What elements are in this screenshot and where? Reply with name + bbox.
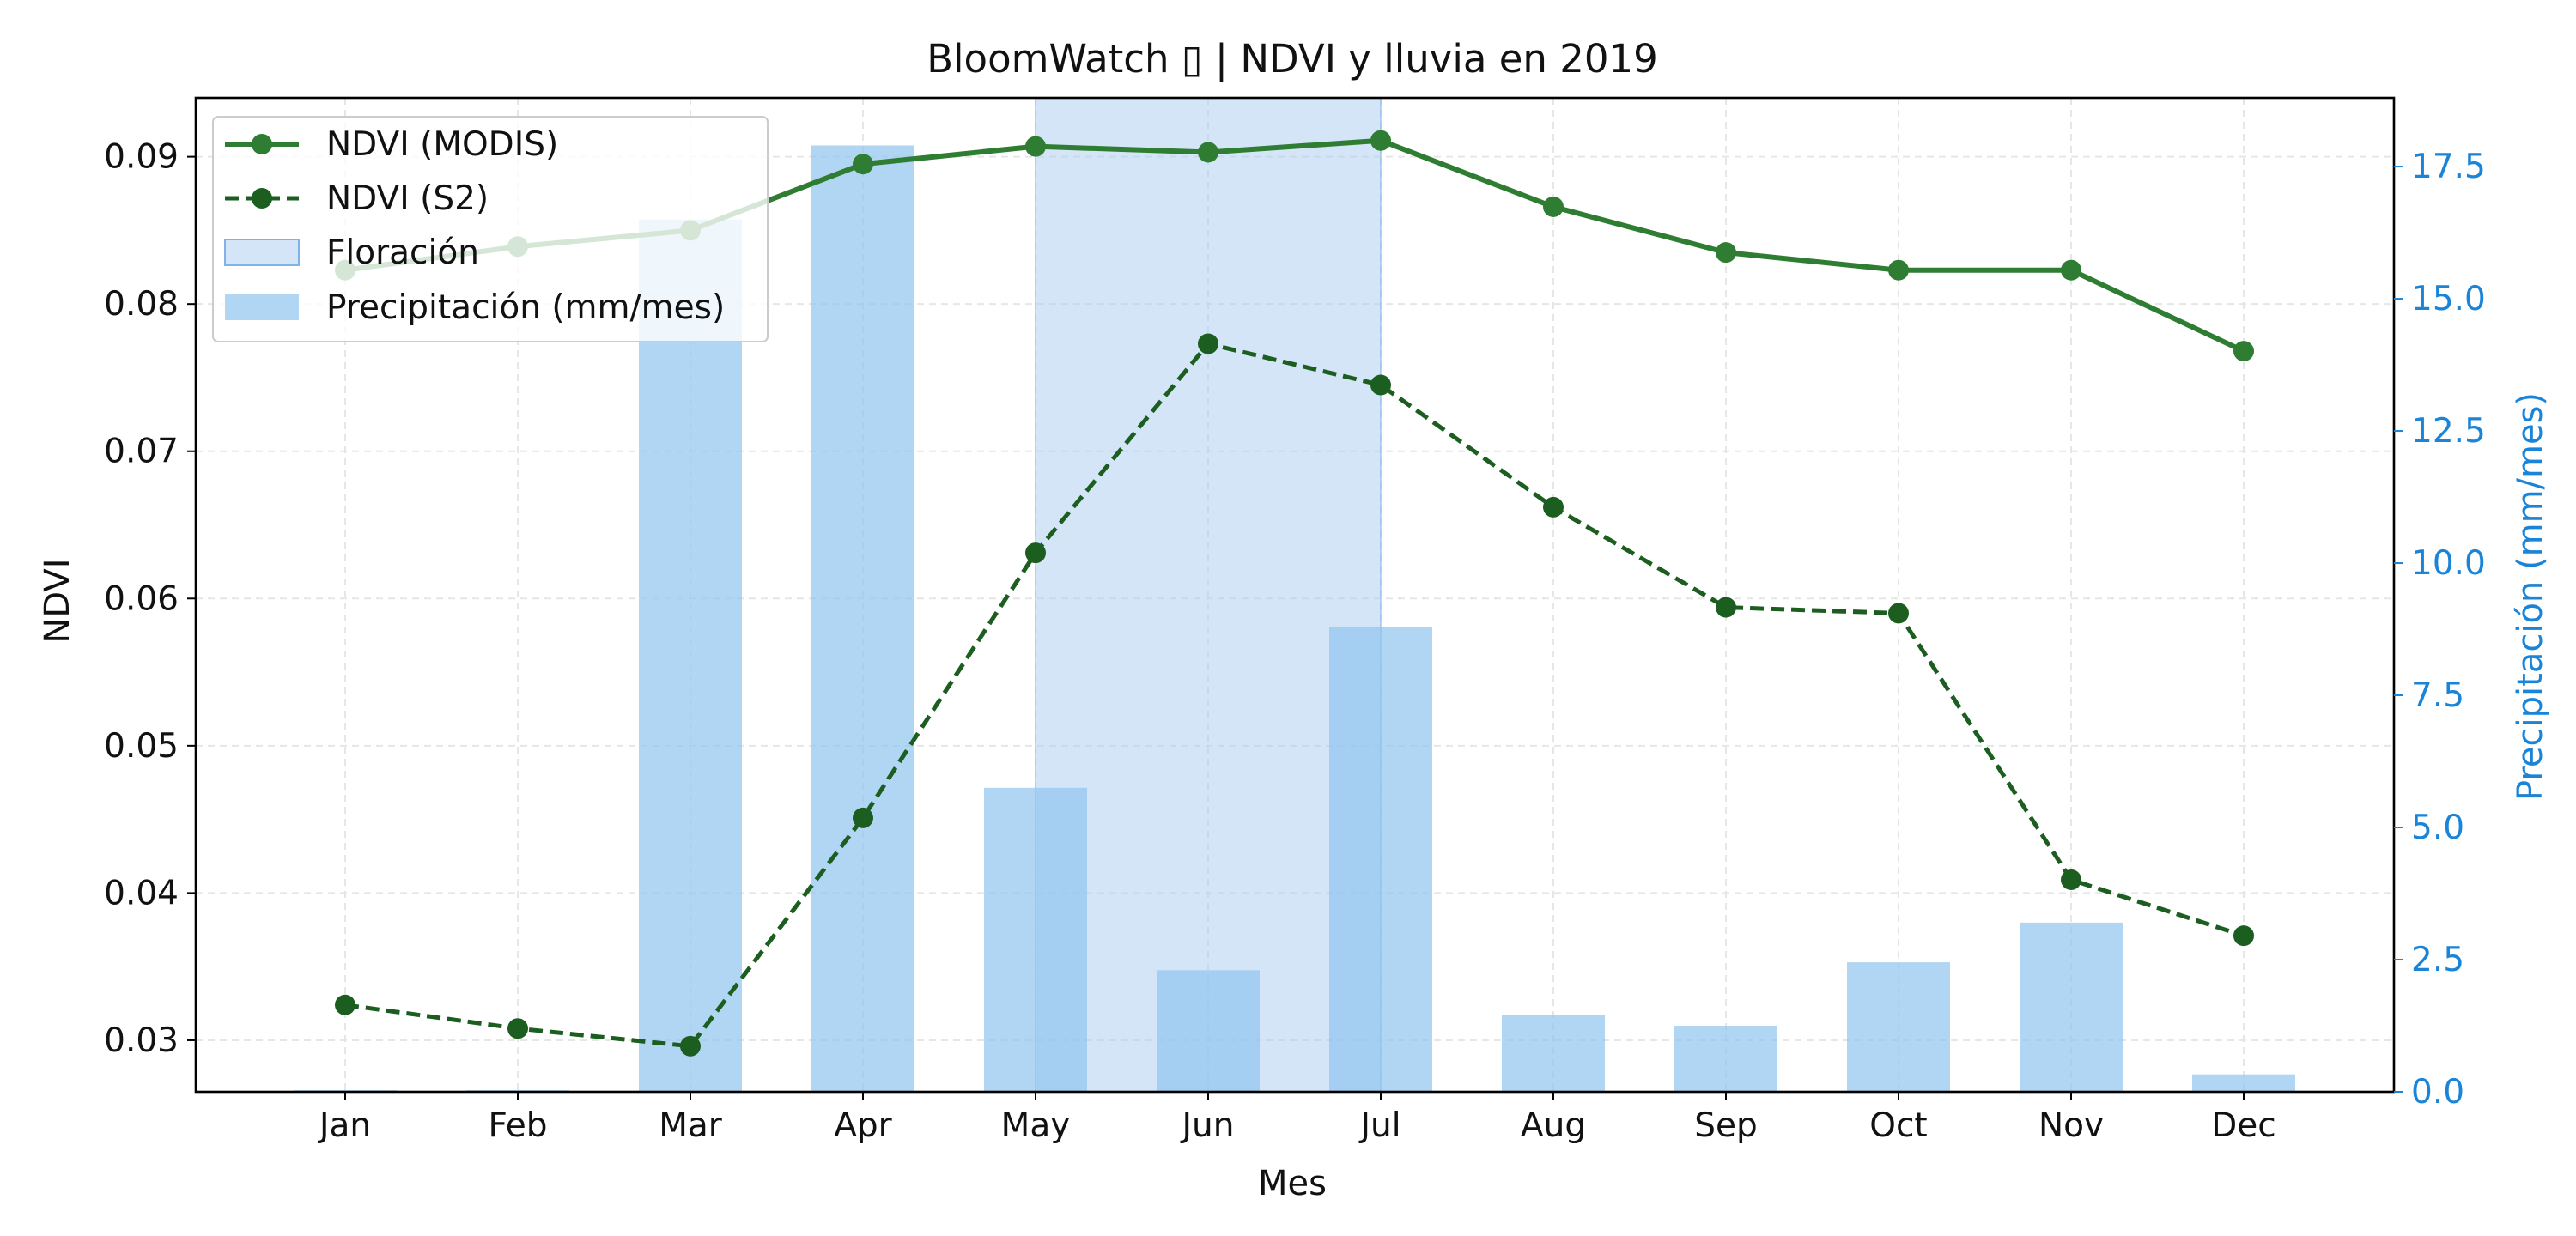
x-tick-label-jul: Jul (1358, 1106, 1400, 1145)
precip-bar-sep (1674, 1026, 1777, 1092)
y-tick-label-right-7-5: 7.5 (2411, 676, 2464, 715)
x-tick-label-apr: Apr (834, 1106, 892, 1145)
ndvi-ndvi-modis-point-oct (1888, 259, 1909, 281)
ndvi-ndvi-modis-point-aug (1543, 196, 1564, 217)
y-tick-label-right-17-5: 17.5 (2411, 148, 2486, 186)
precipitation-bars (294, 145, 2295, 1093)
y-tick-label-right-10-0: 10.0 (2411, 544, 2486, 583)
y-tick-label-right-2-5: 2.5 (2411, 941, 2464, 979)
y-tick-label-left-0-03: 0.03 (104, 1021, 179, 1060)
precip-bar-jul (1329, 626, 1432, 1092)
y-tick-label-right-0-0: 0.0 (2411, 1073, 2464, 1112)
legend: NDVI (MODIS) NDVI (S2) Floración Precipi… (212, 116, 769, 342)
y-tick-label-right-15-0: 15.0 (2411, 280, 2486, 318)
y-tick-label-left-0-07: 0.07 (104, 433, 179, 471)
ndvi-ndvi-s2-point-jan (335, 994, 355, 1015)
ndvi-ndvi-modis-point-jun (1198, 142, 1218, 163)
legend-label-ndvi-modis: NDVI (MODIS) (326, 125, 558, 164)
precip-bar-aug (1502, 1015, 1605, 1092)
y-tick-label-left-0-06: 0.06 (104, 579, 179, 618)
y-tick-label-right-12-5: 12.5 (2411, 412, 2486, 451)
precip-bar-nov (2020, 922, 2123, 1092)
y-axis-label-right: Precipitación (mm/mes) (2511, 392, 2550, 801)
ndvi-ndvi-s2-point-jun (1198, 333, 1218, 354)
legend-label-precipitation: Precipitación (mm/mes) (326, 288, 725, 327)
precip-bar-mar (639, 219, 742, 1092)
ndvi-ndvi-s2-point-mar (680, 1035, 701, 1057)
ndvi-ndvi-s2-point-aug (1543, 496, 1564, 518)
precip-bar-apr (811, 145, 914, 1093)
x-tick-label-aug: Aug (1521, 1106, 1586, 1145)
ndvi-ndvi-s2-point-jul (1370, 374, 1391, 396)
y-tick-label-left-0-09: 0.09 (104, 138, 179, 177)
x-tick-label-nov: Nov (2038, 1106, 2104, 1145)
axis-ticks: Jan Feb Mar Apr May Jun Jul Aug Sep Oct Nov Dec 0.03… (104, 138, 2486, 1145)
x-tick-label-jan: Jan (317, 1106, 371, 1145)
ndvi-ndvi-s2-line (344, 341, 2245, 1049)
legend-marker-ndvi-s2 (252, 188, 272, 209)
ndvi-ndvi-modis-point-apr (853, 154, 873, 175)
ndvi-ndvi-modis-point-dec (2233, 341, 2254, 362)
flowering-span (1035, 97, 1382, 1093)
y-tick-label-left-0-05: 0.05 (104, 727, 179, 766)
y-tick-label-right-5-0: 5.0 (2411, 809, 2464, 847)
legend-swatch-flowering (224, 239, 300, 266)
legend-swatch-precipitation (225, 294, 299, 320)
ndvi-ndvi-modis-point-may (1025, 136, 1046, 157)
y-axis-label-left: NDVI (38, 558, 77, 643)
ndvi-ndvi-s2-point-feb (507, 1018, 528, 1039)
precip-bar-oct (1847, 962, 1950, 1092)
ndvi-ndvi-s2-point-may (1025, 542, 1046, 564)
ndvi-ndvi-modis-point-sep (1716, 242, 1736, 264)
legend-box (212, 116, 769, 342)
legend-label-ndvi-s2: NDVI (S2) (326, 179, 489, 218)
ndvi-ndvi-s2-point-sep (1716, 597, 1736, 618)
x-tick-label-mar: Mar (659, 1106, 723, 1145)
x-tick-label-oct: Oct (1869, 1106, 1927, 1145)
legend-marker-ndvi-modis (252, 134, 272, 154)
ndvi-ndvi-s2-point-nov (2061, 869, 2081, 890)
precip-bar-jun (1157, 970, 1260, 1092)
legend-label-flowering: Floración (326, 233, 479, 272)
ndvi-ndvi-s2-point-dec (2233, 925, 2254, 947)
precip-bar-may (984, 787, 1087, 1092)
x-tick-label-may: May (1001, 1106, 1071, 1145)
x-tick-label-jun: Jun (1180, 1106, 1235, 1145)
ndvi-ndvi-s2-point-apr (853, 807, 873, 828)
flowering-span-layer (1035, 97, 1382, 1093)
x-tick-label-dec: Dec (2211, 1106, 2275, 1145)
y-tick-label-left-0-04: 0.04 (104, 874, 179, 912)
ndvi-ndvi-modis-point-jul (1370, 130, 1391, 151)
ndvi-ndvi-modis-point-nov (2061, 259, 2081, 281)
x-axis-label: Mes (1258, 1164, 1327, 1203)
x-tick-label-sep: Sep (1694, 1106, 1758, 1145)
ndvi-ndvi-s2-point-oct (1888, 603, 1909, 624)
chart-title: BloomWatch ▯ | NDVI y lluvia en 2019 (927, 36, 1658, 82)
y-tick-label-left-0-08: 0.08 (104, 285, 179, 324)
plot-frame (194, 96, 2396, 1094)
x-tick-label-feb: Feb (488, 1106, 547, 1145)
precip-bar-dec (2192, 1074, 2295, 1092)
